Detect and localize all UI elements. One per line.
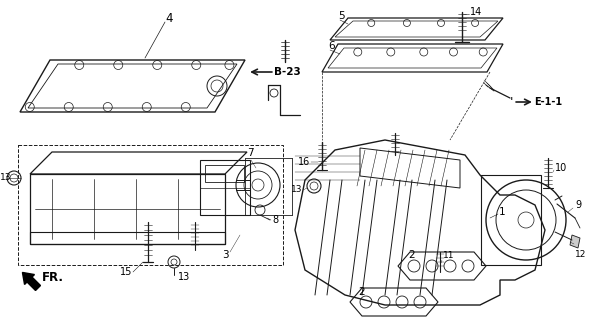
Text: 7: 7 (247, 148, 254, 158)
Text: 11: 11 (443, 252, 454, 260)
FancyArrow shape (22, 272, 40, 291)
Text: E-1-1: E-1-1 (534, 97, 562, 107)
Text: FR.: FR. (42, 271, 64, 284)
Text: 1: 1 (499, 207, 506, 217)
Text: 13: 13 (291, 186, 302, 195)
Polygon shape (570, 235, 580, 248)
Text: 2: 2 (359, 287, 365, 297)
Text: 5: 5 (338, 11, 345, 21)
Text: 13: 13 (178, 272, 190, 282)
Text: 13: 13 (0, 173, 11, 182)
Text: 10: 10 (555, 163, 567, 173)
Text: B-23: B-23 (274, 67, 301, 77)
Text: 12: 12 (575, 250, 586, 259)
Text: 4: 4 (165, 12, 173, 25)
Text: 2: 2 (409, 250, 416, 260)
Text: 3: 3 (222, 250, 229, 260)
Text: ': ' (510, 95, 513, 108)
Text: 8: 8 (272, 215, 278, 225)
Text: 15: 15 (120, 267, 132, 277)
Bar (18, 145, 283, 265)
Text: 9: 9 (575, 200, 581, 210)
Text: 16: 16 (298, 157, 310, 167)
Text: 14: 14 (470, 7, 482, 17)
Text: 6: 6 (328, 41, 335, 51)
